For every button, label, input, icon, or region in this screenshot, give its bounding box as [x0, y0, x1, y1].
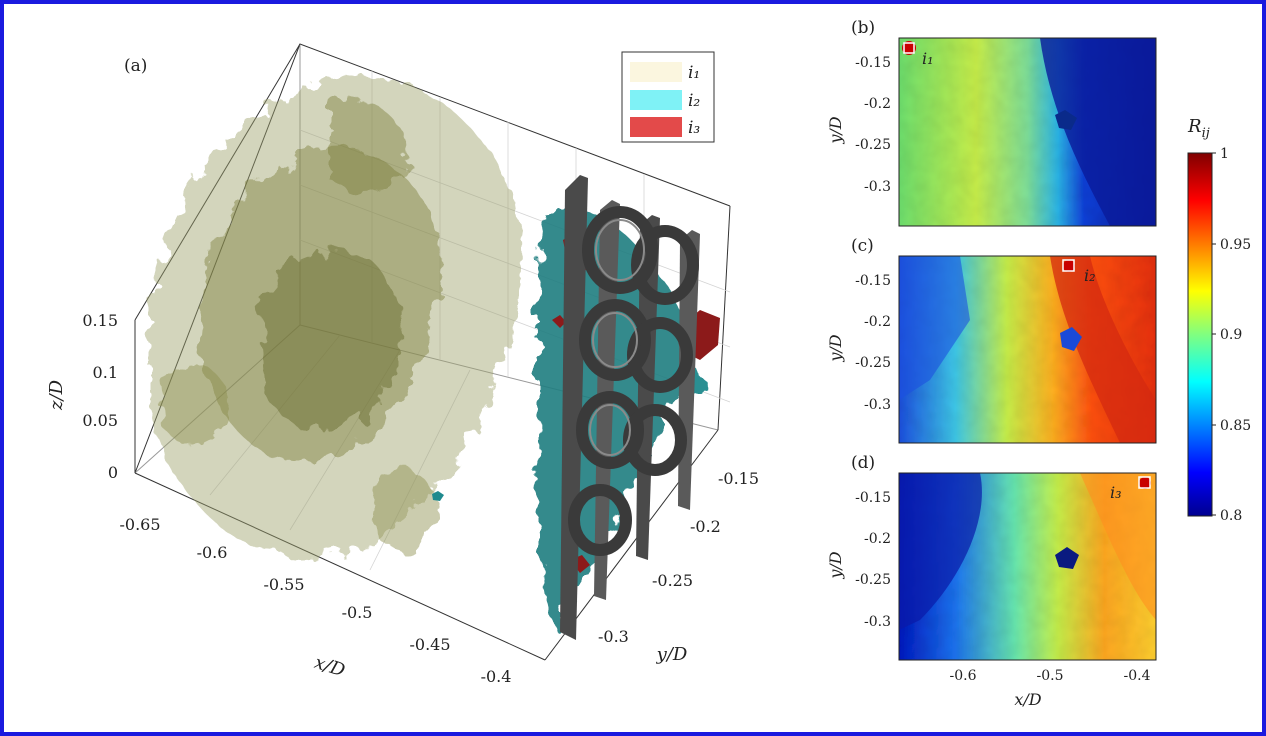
- marker-i3: [1138, 476, 1151, 489]
- legend-swatch-i1: [630, 62, 682, 82]
- marker-i1: [903, 42, 915, 54]
- isosurface-i1: [150, 75, 522, 560]
- colorbar-tick: 1: [1220, 146, 1229, 162]
- z-tick: 0.15: [82, 311, 118, 330]
- y-tick: -0.2: [690, 517, 721, 536]
- y-tick: -0.15: [855, 55, 891, 71]
- y-tick: -0.25: [652, 571, 693, 590]
- y-axis-label: y/D: [656, 644, 688, 665]
- x-axis-label-d: x/D: [1014, 690, 1041, 709]
- colorbar-tick: 0.8: [1220, 508, 1242, 524]
- colorbar: Rij 1 0.95 0.9 0.85 0.8: [1187, 116, 1251, 524]
- y-tick: -0.15: [855, 490, 891, 506]
- y-tick: -0.2: [864, 531, 891, 547]
- y-tick: -0.3: [598, 627, 629, 646]
- colorbar-tick: 0.95: [1220, 237, 1251, 253]
- y-tick: -0.25: [855, 572, 891, 588]
- z-tick: 0.1: [93, 363, 118, 382]
- panel-c-heatmap: (c) i₂ -0.15 -0.2 -0.25 -0.3 y/D: [826, 236, 1157, 444]
- z-ticks: 0.15 0.1 0.05 0: [82, 311, 118, 482]
- legend-swatch-i3: [630, 117, 682, 137]
- y-axis-label-c: y/D: [826, 334, 845, 362]
- legend-label-i1: i₁: [688, 63, 700, 83]
- panel-c-label: (c): [851, 236, 874, 256]
- panel-a-label: (a): [124, 56, 147, 76]
- heatmap-d-frame: [898, 472, 1157, 661]
- z-tick: 0: [108, 463, 118, 482]
- x-tick: -0.4: [481, 667, 512, 686]
- x-ticks-d: -0.6 -0.5 -0.4: [950, 668, 1151, 684]
- x-tick: -0.4: [1124, 668, 1151, 684]
- colorbar-tick-marks: [1212, 152, 1216, 516]
- heatmap-b-frame: [898, 37, 1157, 227]
- y-tick: -0.3: [864, 614, 891, 630]
- y-tick: -0.3: [864, 179, 891, 195]
- y-tick: -0.15: [718, 469, 759, 488]
- panel-a-3d-plot: (a): [46, 43, 759, 686]
- panel-b-label: (b): [851, 18, 875, 38]
- colorbar-gradient: [1187, 152, 1213, 517]
- y-tick: -0.2: [864, 314, 891, 330]
- marker-label-i2: i₂: [1084, 266, 1096, 285]
- marker-label-i3: i₃: [1110, 483, 1122, 502]
- z-tick: 0.05: [82, 411, 118, 430]
- x-tick: -0.55: [263, 575, 304, 594]
- y-axis-label-b: y/D: [826, 116, 845, 144]
- isosurface-i2-small: [432, 491, 444, 501]
- panel-b-heatmap: (b) i₁ -0.15 -0.2 -0.25 -0.3 y/D: [826, 18, 1157, 227]
- legend: i₁ i₂ i₃: [621, 51, 715, 143]
- z-axis-label: z/D: [46, 379, 67, 411]
- lattice-structure: [560, 175, 700, 640]
- marker-label-i1: i₁: [922, 49, 934, 68]
- legend-label-i3: i₃: [688, 118, 700, 138]
- y-tick: -0.25: [855, 137, 891, 153]
- x-ticks: -0.65 -0.6 -0.55 -0.5 -0.45 -0.4: [119, 515, 511, 686]
- y-tick: -0.2: [864, 96, 891, 112]
- y-tick: -0.25: [855, 355, 891, 371]
- heatmap-c-frame: [898, 255, 1157, 444]
- x-tick: -0.45: [409, 635, 450, 654]
- y-ticks: -0.15 -0.2 -0.25 -0.3: [598, 469, 759, 646]
- x-tick: -0.6: [950, 668, 977, 684]
- x-tick: -0.65: [119, 515, 160, 534]
- x-tick: -0.6: [197, 543, 228, 562]
- legend-swatch-i2: [630, 90, 682, 110]
- panel-d-label: (d): [851, 453, 875, 473]
- y-ticks-b: -0.15 -0.2 -0.25 -0.3: [855, 55, 891, 195]
- x-tick: -0.5: [1037, 668, 1064, 684]
- y-ticks-d: -0.15 -0.2 -0.25 -0.3: [855, 490, 891, 630]
- colorbar-tick: 0.9: [1220, 327, 1242, 343]
- marker-i2: [1062, 259, 1075, 272]
- y-axis-label-d: y/D: [826, 551, 845, 579]
- legend-label-i2: i₂: [688, 91, 700, 111]
- panel-d-heatmap: (d) i₃ -0.15 -0.2 -0.25 -0.3 y/D -0.6 -0…: [826, 453, 1157, 709]
- x-tick: -0.5: [342, 603, 373, 622]
- colorbar-tick: 0.85: [1220, 418, 1251, 434]
- x-axis-label: x/D: [312, 652, 348, 682]
- y-ticks-c: -0.15 -0.2 -0.25 -0.3: [855, 273, 891, 413]
- colorbar-ticks: 1 0.95 0.9 0.85 0.8: [1220, 146, 1251, 524]
- colorbar-title: Rij: [1187, 116, 1210, 141]
- y-tick: -0.3: [864, 397, 891, 413]
- y-tick: -0.15: [855, 273, 891, 289]
